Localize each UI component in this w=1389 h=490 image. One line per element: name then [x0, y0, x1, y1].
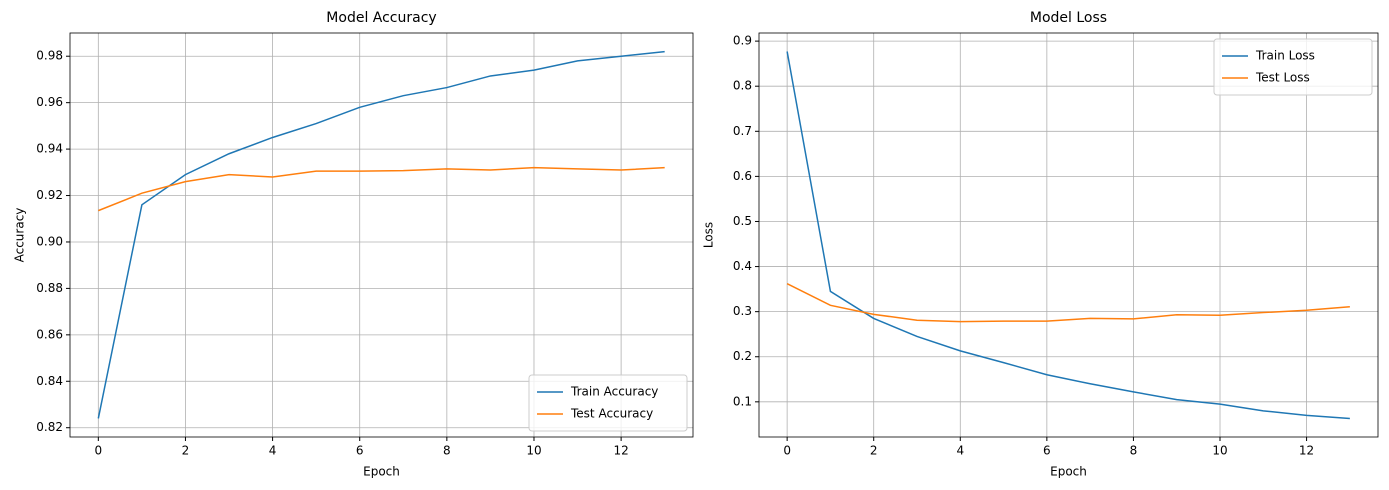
x-tick-label: 0 [94, 444, 102, 458]
x-tick-label: 6 [1043, 444, 1051, 458]
chart-title: Model Loss [1030, 10, 1107, 26]
y-tick-label: 0.90 [36, 234, 63, 248]
legend-label: Test Accuracy [570, 407, 653, 421]
legend: Train Loss Test Loss [1213, 38, 1373, 96]
data-line [97, 50, 665, 419]
chart-title: Model Accuracy [326, 10, 436, 26]
plot-frame [758, 32, 1379, 438]
y-tick-label: 0.6 [733, 169, 752, 183]
y-tick-label: 0.98 [36, 49, 63, 63]
x-axis-label: Epoch [363, 465, 400, 479]
x-tick-label: 12 [1299, 444, 1314, 458]
y-tick-label: 0.3 [733, 304, 752, 318]
x-tick-label: 4 [269, 444, 277, 458]
x-tick-label: 4 [956, 444, 964, 458]
y-tick-label: 0.4 [733, 259, 752, 273]
legend-label: Test Loss [1255, 71, 1310, 85]
y-axis-label: Accuracy [13, 208, 27, 263]
legend-box [1213, 38, 1373, 96]
y-tick-label: 0.94 [36, 142, 63, 156]
x-axis-label: Epoch [1050, 465, 1087, 479]
x-tick-label: 6 [356, 444, 364, 458]
x-tick-label: 2 [870, 444, 878, 458]
y-tick-label: 0.88 [36, 281, 63, 295]
x-tick-label: 8 [443, 444, 451, 458]
data-line [786, 283, 1350, 323]
x-tick-label: 8 [1130, 444, 1138, 458]
legend-label: Train Accuracy [570, 385, 658, 399]
data-line [786, 51, 1350, 420]
y-tick-label: 0.84 [36, 374, 63, 388]
legend: Train Accuracy Test Accuracy [528, 374, 688, 432]
x-tick-label: 0 [783, 444, 791, 458]
legend-box [528, 374, 688, 432]
y-tick-label: 0.82 [36, 420, 63, 434]
plot-frame [69, 32, 694, 438]
y-tick-label: 0.92 [36, 188, 63, 202]
y-axis-label: Loss [702, 222, 716, 248]
y-tick-label: 0.8 [733, 79, 752, 93]
data-line [98, 166, 665, 212]
y-tick-label: 0.5 [733, 214, 752, 228]
y-tick-label: 0.86 [36, 327, 63, 341]
legend-label: Train Loss [1255, 49, 1315, 63]
x-tick-label: 10 [1212, 444, 1227, 458]
y-tick-label: 0.9 [733, 34, 752, 48]
x-tick-label: 10 [526, 444, 541, 458]
y-tick-label: 0.96 [36, 95, 63, 109]
x-tick-label: 12 [613, 444, 628, 458]
y-tick-label: 0.1 [733, 394, 752, 408]
x-tick-label: 2 [182, 444, 190, 458]
y-tick-label: 0.7 [733, 124, 752, 138]
y-tick-label: 0.2 [733, 349, 752, 363]
